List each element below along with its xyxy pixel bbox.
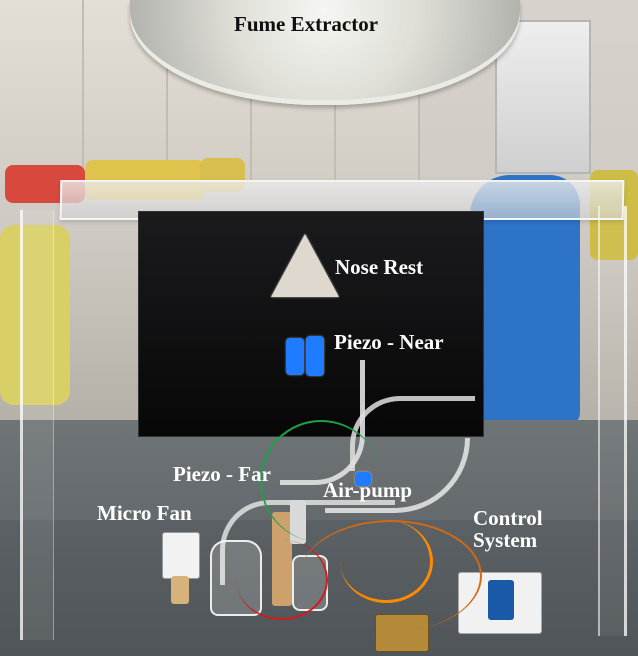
acrylic-side-right [598,206,627,636]
control-system-line-1: Control [473,506,543,530]
nose-rest-label: Nose Rest [335,255,424,279]
wall-panel [0,0,84,185]
micro-fan-stand [171,576,189,604]
fume-extractor-label: Fume Extractor [234,12,379,36]
wire [300,520,482,632]
acrylic-side-left [20,210,54,640]
control-system-line-2: System [473,528,538,553]
piezo-near-label: Piezo - Near [334,330,444,354]
yellow-chair [0,225,70,405]
background-window [495,20,591,174]
control-system-label: Control System [473,507,543,551]
micro-fan-body [162,532,200,579]
wire [260,420,382,542]
piezo-far-label: Piezo - Far [173,462,271,486]
nose-rest-opening [271,234,339,297]
micro-fan-label: Micro Fan [97,501,192,525]
microcontroller [488,580,514,620]
air-pump-label: Air-pump [323,478,413,502]
